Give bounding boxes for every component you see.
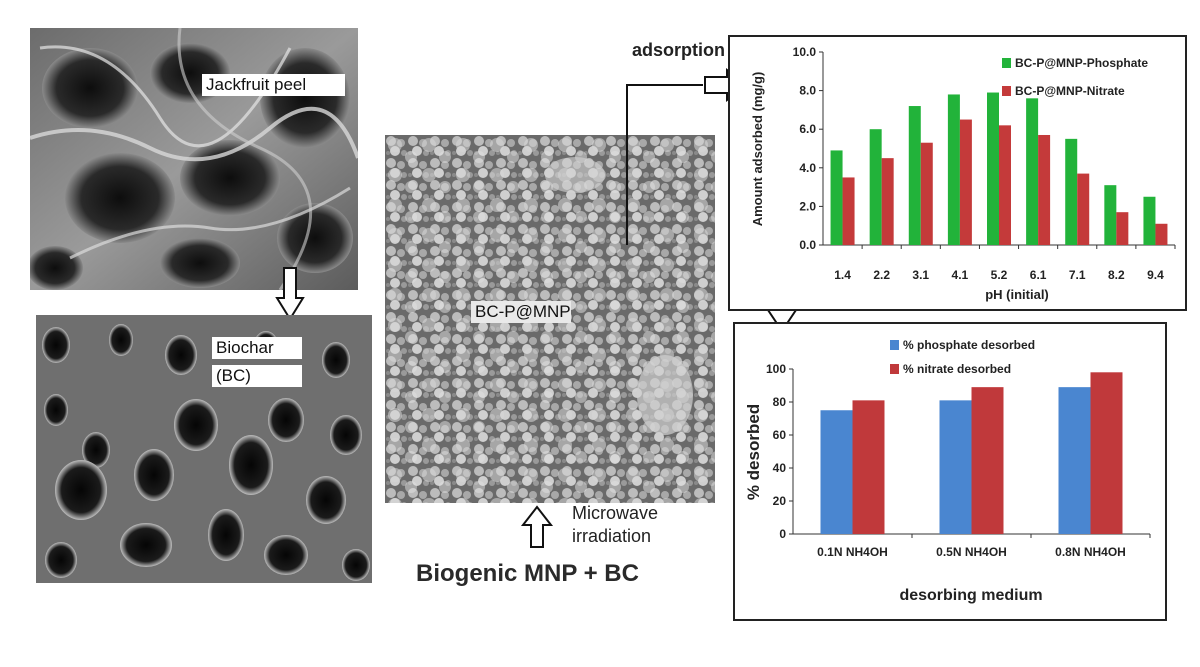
composite-texture [385, 135, 715, 503]
composite-label: BC-P@MNP [471, 301, 571, 323]
x-tick-label: 8.2 [1108, 268, 1125, 282]
x-tick-label: 2.2 [873, 268, 890, 282]
y-tick-label: 2.0 [799, 199, 816, 213]
bar [939, 400, 972, 534]
legend-swatch [890, 364, 899, 374]
y-tick-label: 80 [773, 395, 787, 409]
y-tick-label: 40 [773, 461, 787, 475]
y-tick-label: 100 [766, 362, 786, 376]
bar [1026, 98, 1039, 245]
x-tick-label: 6.1 [1030, 268, 1047, 282]
y-tick-label: 0 [779, 527, 786, 541]
legend-label: BC-P@MNP-Phosphate [1015, 56, 1148, 70]
bar [959, 119, 972, 245]
bar [842, 177, 855, 245]
y-tick-label: 4.0 [799, 161, 816, 175]
bar [920, 142, 933, 245]
biochar-sem-image: Biochar (BC) [36, 315, 372, 583]
bar [1065, 138, 1078, 245]
bar [1155, 223, 1168, 245]
jackfruit-peel-sem-image: Jackfruit peel [30, 28, 358, 290]
x-tick-label: 1.4 [834, 268, 851, 282]
bar [1077, 173, 1090, 245]
microwave-label-line2: irradiation [572, 526, 652, 546]
bar [830, 150, 843, 245]
biochar-texture [36, 315, 372, 583]
y-tick-label: 60 [773, 428, 787, 442]
bar [1116, 212, 1129, 245]
y-tick-label: 6.0 [799, 122, 816, 136]
bar [987, 92, 999, 245]
bar [1143, 196, 1156, 245]
x-tick-label: 4.1 [952, 268, 969, 282]
y-axis-label: % desorbed [744, 404, 763, 500]
bar [820, 410, 853, 534]
x-tick-label: 7.1 [1069, 268, 1086, 282]
bar [852, 400, 885, 534]
y-tick-label: 8.0 [799, 84, 816, 98]
bar [947, 94, 960, 246]
x-tick-label: 0.1N NH4OH [817, 545, 888, 559]
bar [1090, 372, 1123, 534]
bar [1038, 134, 1051, 245]
precursor-label: Biogenic MNP + BC [416, 560, 639, 587]
adsorption-chart-frame: 0.0 2.0 4.0 6.0 8.0 10.0 1.4 2.2 3.1 4.1 5.2 6.1 7.1… [728, 35, 1187, 311]
jackfruit-peel-label: Jackfruit peel [202, 74, 345, 96]
up-arrow-icon [520, 505, 554, 548]
x-tick-label: 0.8N NH4OH [1055, 545, 1126, 559]
jackfruit-peel-texture [30, 28, 358, 290]
bar [869, 129, 882, 245]
biochar-label-line1: Biochar [212, 337, 302, 359]
adsorption-label: adsorption [632, 40, 725, 60]
microwave-label-line1: Microwave [572, 503, 659, 523]
y-tick-label: 20 [773, 494, 787, 508]
x-axis-label: pH (initial) [985, 287, 1049, 302]
bar [999, 125, 1011, 245]
x-tick-label: 0.5N NH4OH [936, 545, 1007, 559]
x-axis-label: desorbing medium [899, 587, 1042, 604]
legend-swatch [1002, 86, 1011, 96]
x-tick-label: 3.1 [912, 268, 929, 282]
desorption-chart-frame: 0 20 40 60 80 100 0.1N NH4OH 0.5N NH4OH 0.8N NH4… [733, 322, 1167, 621]
biochar-label-line2: (BC) [212, 365, 302, 387]
desorption-chart: 0 20 40 60 80 100 0.1N NH4OH 0.5N NH4OH 0.8N NH4… [744, 338, 1151, 604]
bar [881, 158, 894, 245]
bar [971, 387, 1004, 534]
legend-label: % phosphate desorbed [903, 338, 1035, 352]
composite-sem-image: BC-P@MNP [385, 135, 715, 503]
legend-label: % nitrate desorbed [903, 362, 1011, 376]
legend-label: BC-P@MNP-Nitrate [1015, 84, 1125, 98]
bar [1058, 387, 1091, 534]
y-axis-label: Amount adsorbed (mg/g) [750, 72, 765, 227]
bar [1104, 185, 1117, 245]
down-arrow-icon [275, 267, 305, 321]
x-tick-label: 5.2 [991, 268, 1008, 282]
x-tick-label: 9.4 [1147, 268, 1164, 282]
legend-swatch [1002, 58, 1011, 68]
legend-swatch [890, 340, 899, 350]
y-tick-label: 0.0 [799, 238, 816, 252]
bar [908, 106, 921, 245]
adsorption-chart: 0.0 2.0 4.0 6.0 8.0 10.0 1.4 2.2 3.1 4.1 5.2 6.1 7.1… [750, 45, 1176, 302]
y-tick-label: 10.0 [793, 45, 817, 59]
